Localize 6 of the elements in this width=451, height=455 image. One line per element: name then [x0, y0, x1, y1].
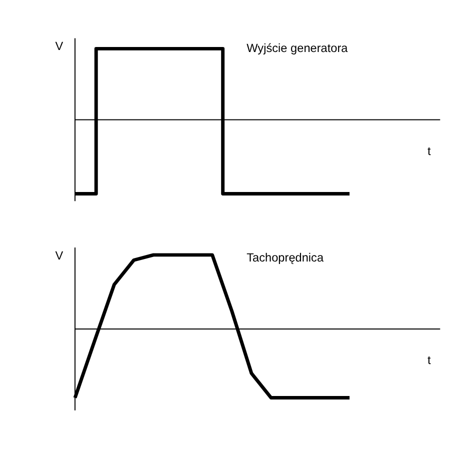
chart-title: Tachoprędnica	[246, 250, 324, 264]
y-axis-title: V	[55, 39, 64, 54]
y-axis-title: V	[55, 248, 64, 262]
x-axis-title: t	[427, 144, 432, 158]
chart-title: Wyjście generatora	[246, 41, 348, 56]
x-axis-title: t	[427, 352, 432, 367]
